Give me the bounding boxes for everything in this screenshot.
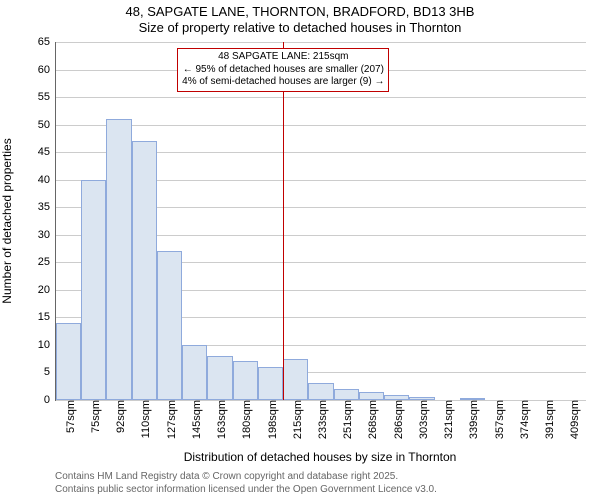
y-tick-label: 20 — [38, 284, 56, 296]
marker-text-1: 48 SAPGATE LANE: 215sqm — [182, 51, 384, 64]
y-tick-label: 15 — [38, 311, 56, 323]
x-tick-label: 391sqm — [540, 400, 556, 439]
y-tick-label: 35 — [38, 201, 56, 213]
x-tick-label: 233sqm — [313, 400, 329, 439]
plot-area: 48 SAPGATE LANE: 215sqm ← 95% of detache… — [55, 42, 586, 401]
marker-text-2: ← 95% of detached houses are smaller (20… — [182, 64, 384, 77]
y-tick-label: 65 — [38, 36, 56, 48]
y-tick-label: 40 — [38, 174, 56, 186]
x-tick-label: 75sqm — [86, 400, 102, 433]
chart-root: 48, SAPGATE LANE, THORNTON, BRADFORD, BD… — [0, 0, 600, 500]
histogram-bar — [207, 356, 232, 400]
histogram-bar — [258, 367, 283, 400]
marker-line — [283, 42, 284, 400]
footer-line1: Contains HM Land Registry data © Crown c… — [55, 470, 437, 483]
x-tick-label: 215sqm — [288, 400, 304, 439]
y-tick-label: 60 — [38, 64, 56, 76]
x-tick-label: 180sqm — [237, 400, 253, 439]
x-tick-label: 110sqm — [136, 400, 152, 438]
histogram-bar — [359, 392, 384, 400]
x-tick-label: 409sqm — [565, 400, 581, 439]
x-tick-label: 145sqm — [187, 400, 203, 439]
y-tick-label: 0 — [44, 394, 56, 406]
title-line2: Size of property relative to detached ho… — [0, 20, 600, 35]
y-tick-label: 10 — [38, 339, 56, 351]
marker-annotation-box: 48 SAPGATE LANE: 215sqm ← 95% of detache… — [177, 48, 389, 92]
y-tick-label: 5 — [44, 366, 56, 378]
histogram-bar — [334, 389, 359, 400]
histogram-bar — [182, 345, 207, 400]
x-tick-label: 268sqm — [363, 400, 379, 439]
footer: Contains HM Land Registry data © Crown c… — [55, 470, 437, 496]
histogram-bar — [132, 141, 157, 400]
x-tick-label: 357sqm — [490, 400, 506, 439]
y-tick-label: 25 — [38, 256, 56, 268]
histogram-bar — [106, 119, 131, 400]
y-tick-label: 50 — [38, 119, 56, 131]
histogram-bar — [157, 251, 182, 400]
x-tick-label: 57sqm — [61, 400, 77, 433]
x-tick-label: 92sqm — [111, 400, 127, 433]
title-line1: 48, SAPGATE LANE, THORNTON, BRADFORD, BD… — [0, 4, 600, 19]
x-tick-label: 251sqm — [338, 400, 354, 439]
x-tick-label: 339sqm — [464, 400, 480, 439]
x-tick-label: 163sqm — [212, 400, 228, 439]
histogram-bar — [308, 383, 333, 400]
footer-line2: Contains public sector information licen… — [55, 483, 437, 496]
y-tick-label: 55 — [38, 91, 56, 103]
y-tick-label: 30 — [38, 229, 56, 241]
marker-text-3: 4% of semi-detached houses are larger (9… — [182, 76, 384, 89]
y-gridline — [56, 42, 586, 43]
x-axis-title: Distribution of detached houses by size … — [55, 450, 585, 464]
x-tick-label: 127sqm — [162, 400, 178, 439]
y-axis-title: Number of detached properties — [0, 138, 14, 303]
histogram-bar — [283, 359, 308, 400]
y-gridline — [56, 125, 586, 126]
y-gridline — [56, 97, 586, 98]
histogram-bar — [233, 361, 258, 400]
x-tick-label: 303sqm — [414, 400, 430, 439]
histogram-bar — [81, 180, 106, 400]
y-tick-label: 45 — [38, 146, 56, 158]
x-tick-label: 198sqm — [263, 400, 279, 439]
x-tick-label: 374sqm — [515, 400, 531, 439]
x-tick-label: 321sqm — [439, 400, 455, 439]
x-tick-label: 286sqm — [389, 400, 405, 439]
histogram-bar — [56, 323, 81, 400]
